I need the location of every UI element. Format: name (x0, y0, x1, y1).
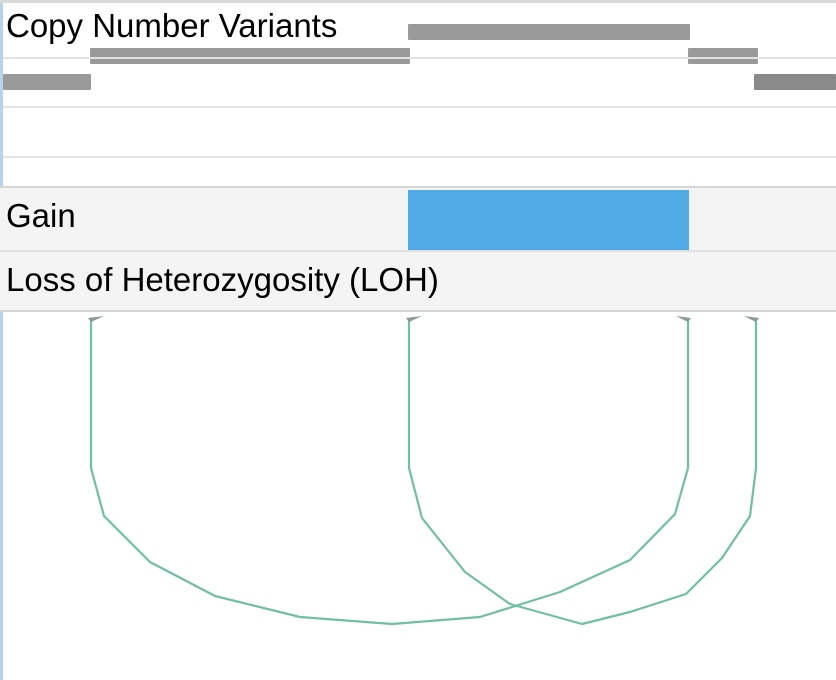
arc-endpoint-marker (744, 316, 759, 322)
cnv-segment[interactable] (754, 74, 836, 90)
gain-row: Gain (0, 186, 836, 250)
arc-endpoint-marker (88, 316, 104, 322)
cnv-segment[interactable] (90, 48, 410, 64)
track-divider (3, 156, 836, 158)
gain-block[interactable] (408, 190, 689, 250)
track-divider (3, 57, 836, 59)
panel-top-border (0, 0, 836, 3)
cnv-segment[interactable] (3, 74, 91, 90)
loh-label: Loss of Heterozygosity (LOH) (3, 260, 445, 299)
sv-arc[interactable] (89, 318, 690, 626)
cnv-segment[interactable] (688, 48, 758, 64)
cnv-segment[interactable] (408, 24, 690, 40)
track-divider (3, 106, 836, 108)
gain-label: Gain (3, 196, 82, 235)
panel-left-border (0, 0, 3, 680)
loh-row: Loss of Heterozygosity (LOH) (0, 250, 836, 312)
arc-endpoint-marker (406, 316, 422, 322)
arc-endpoint-marker (676, 316, 691, 322)
track-title: Copy Number Variants (3, 6, 346, 46)
sv-arc[interactable] (407, 318, 758, 626)
